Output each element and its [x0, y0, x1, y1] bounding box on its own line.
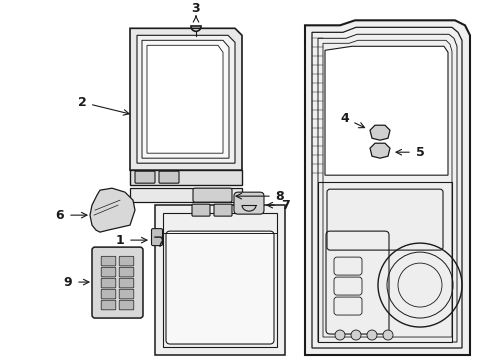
Text: 4: 4 — [340, 112, 348, 125]
Polygon shape — [305, 20, 469, 355]
FancyBboxPatch shape — [101, 278, 116, 288]
Circle shape — [334, 330, 345, 340]
Polygon shape — [142, 40, 228, 158]
Polygon shape — [317, 182, 451, 342]
Text: 7: 7 — [280, 199, 289, 212]
Circle shape — [382, 330, 392, 340]
Polygon shape — [130, 28, 242, 170]
FancyBboxPatch shape — [234, 192, 264, 214]
FancyBboxPatch shape — [119, 256, 134, 266]
FancyBboxPatch shape — [92, 247, 142, 318]
Polygon shape — [369, 143, 389, 158]
Polygon shape — [155, 205, 285, 355]
Polygon shape — [325, 46, 447, 175]
Text: 8: 8 — [275, 190, 284, 203]
FancyBboxPatch shape — [119, 300, 134, 310]
Text: 1: 1 — [115, 234, 124, 247]
Text: 3: 3 — [191, 2, 200, 15]
Text: 9: 9 — [63, 275, 72, 289]
Polygon shape — [147, 45, 223, 153]
FancyBboxPatch shape — [159, 171, 179, 183]
FancyBboxPatch shape — [101, 300, 116, 310]
FancyBboxPatch shape — [101, 267, 116, 277]
Polygon shape — [90, 188, 135, 232]
FancyBboxPatch shape — [192, 204, 209, 216]
FancyBboxPatch shape — [151, 229, 162, 246]
Polygon shape — [369, 125, 389, 140]
Text: 5: 5 — [415, 146, 424, 159]
Text: 2: 2 — [78, 96, 86, 109]
Polygon shape — [130, 188, 242, 202]
FancyBboxPatch shape — [214, 204, 231, 216]
FancyBboxPatch shape — [119, 267, 134, 277]
FancyBboxPatch shape — [193, 188, 231, 202]
FancyBboxPatch shape — [101, 256, 116, 266]
Polygon shape — [137, 35, 235, 163]
FancyBboxPatch shape — [165, 231, 273, 344]
Circle shape — [350, 330, 360, 340]
Circle shape — [366, 330, 376, 340]
FancyBboxPatch shape — [135, 171, 155, 183]
Text: 6: 6 — [56, 209, 64, 222]
FancyBboxPatch shape — [119, 278, 134, 288]
Polygon shape — [130, 170, 242, 185]
FancyBboxPatch shape — [119, 289, 134, 299]
FancyBboxPatch shape — [101, 289, 116, 299]
